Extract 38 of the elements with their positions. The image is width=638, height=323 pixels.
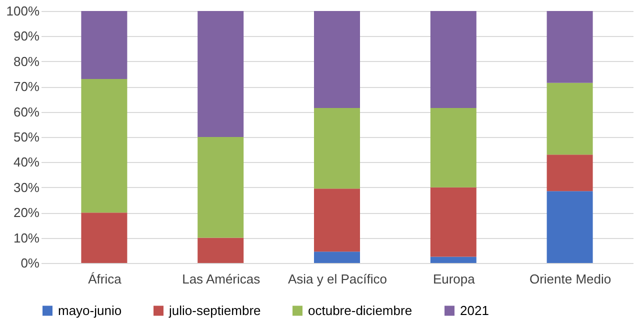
bar — [546, 82, 593, 155]
x-tick-label: Las Américas — [182, 272, 261, 286]
bar — [430, 11, 476, 108]
y-tick-label: 20% — [13, 205, 40, 220]
bar — [314, 108, 360, 189]
y-tick-label: 100% — [6, 4, 40, 18]
bar — [430, 187, 476, 257]
legend-label: mayo-junio — [58, 302, 122, 318]
y-tick-label: 0% — [20, 256, 40, 270]
x-tick-label: Oriente Medio — [529, 272, 612, 286]
bar — [314, 252, 360, 263]
x-tick-label: África — [88, 272, 122, 286]
y-tick-label: 60% — [13, 104, 40, 120]
bar — [314, 188, 360, 252]
x-tick-label: Europa — [432, 272, 476, 286]
y-tick-label: 90% — [13, 28, 40, 44]
y-tick-label: 30% — [13, 180, 40, 195]
legend-label: 2021 — [460, 302, 489, 318]
bar — [430, 108, 476, 188]
bar — [81, 79, 128, 213]
bar — [81, 212, 128, 263]
bar — [198, 238, 244, 263]
bar — [546, 11, 593, 83]
y-tick-label: 40% — [13, 154, 40, 170]
bar — [198, 137, 244, 238]
y-tick-label: 70% — [13, 79, 40, 94]
bar — [314, 11, 360, 108]
x-tick-label: Asia y el Pacífico — [288, 272, 387, 286]
bar — [430, 256, 476, 263]
y-tick-label: 50% — [13, 130, 40, 144]
legend-label: octubre-diciembre — [308, 302, 412, 318]
y-tick-label: 80% — [13, 54, 40, 69]
y-tick-label: 10% — [13, 230, 40, 246]
bar — [546, 191, 593, 263]
bar — [546, 154, 593, 192]
bar — [198, 11, 244, 137]
bar — [81, 11, 128, 80]
legend-label: julio-septiembre — [168, 302, 261, 318]
